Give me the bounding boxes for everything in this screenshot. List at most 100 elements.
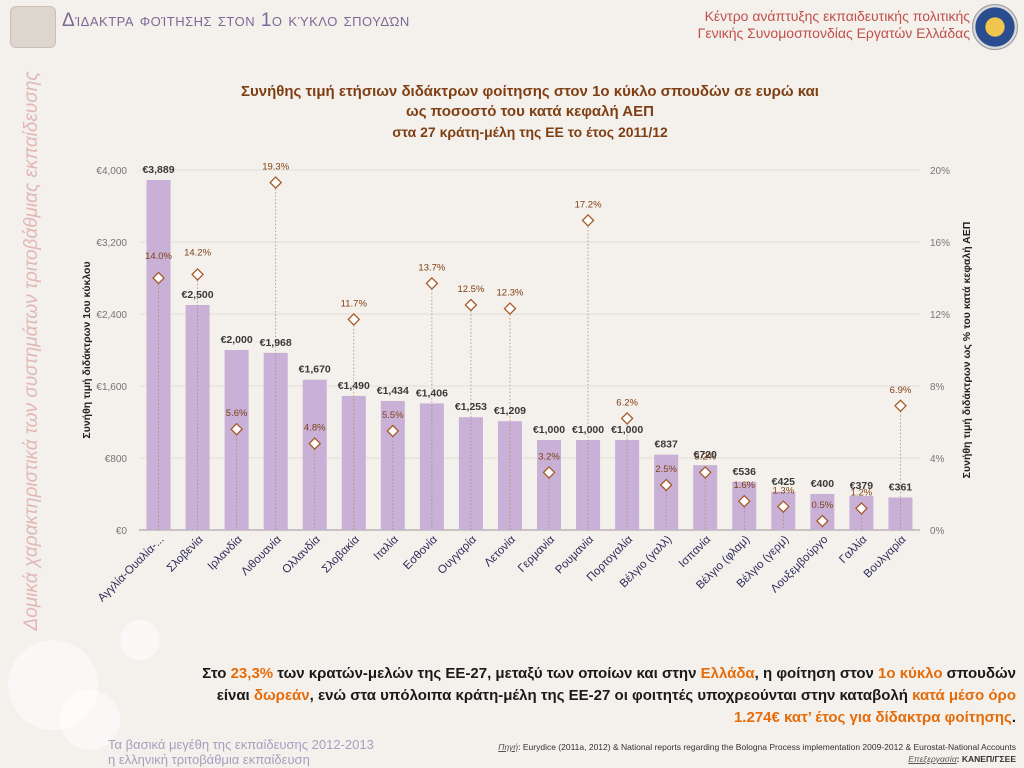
pct-data-label: 3.2% — [538, 451, 560, 462]
summary-highlight: 1ο κύκλο — [878, 665, 943, 682]
page-title: Δίδακτρα φοίτησης στον 1ο κύκλο σπουδών — [62, 10, 410, 31]
y-tick-label: €800 — [105, 454, 128, 465]
pct-point — [737, 494, 751, 508]
summary-part: των κρατών-μελών της ΕΕ-27, μεταξύ των ο… — [273, 665, 701, 682]
bar-data-label: €1,670 — [299, 364, 331, 376]
bar-data-label: €1,253 — [455, 401, 487, 413]
y2-tick-label: 12% — [930, 310, 950, 321]
category-label: Ουγγαρία — [436, 533, 479, 576]
source-text: : Eurydice (2011a, 2012) & National repo… — [518, 742, 1016, 752]
bar — [419, 403, 444, 530]
bar-data-label: €361 — [889, 482, 913, 494]
summary-part: . — [1011, 709, 1016, 726]
bar-data-label: €536 — [733, 466, 757, 478]
category-label: Αγγλία-Ουαλία-... — [96, 534, 167, 605]
organization-logo — [972, 4, 1018, 50]
bar — [497, 421, 522, 530]
pct-point — [269, 176, 283, 190]
summary-text: Στο 23,3% των κρατών-μελών της ΕΕ-27, με… — [190, 663, 1016, 729]
bar-data-label: €1,968 — [260, 337, 292, 349]
pct-point — [308, 437, 322, 451]
pct-point — [581, 213, 595, 227]
bar-data-label: €1,434 — [377, 385, 409, 397]
pct-data-label: 17.2% — [575, 199, 602, 210]
bar-data-label: €1,000 — [533, 424, 565, 436]
pct-point — [776, 500, 790, 514]
pct-point — [542, 465, 556, 479]
bar-data-label: €1,000 — [611, 424, 643, 436]
y-tick-label: €1,600 — [96, 382, 127, 393]
pct-data-label: 6.2% — [616, 397, 638, 408]
category-label: Σλοβακία — [320, 533, 362, 575]
category-label: Λιθουανία — [239, 533, 284, 578]
y-axis-label: Συνήθη τιμή διδάκτρων 1ου κύκλου — [81, 261, 93, 438]
bar-data-label: €837 — [654, 439, 678, 451]
pct-data-label: 1.6% — [733, 480, 755, 491]
chart-title-line-2: ως ποσοστό του κατά κεφαλή ΑΕΠ — [406, 103, 654, 120]
bar — [302, 379, 327, 530]
bar-data-label: €379 — [850, 480, 874, 492]
pct-data-label: 12.3% — [497, 288, 524, 299]
category-label: Ιρλανδία — [206, 533, 245, 572]
pct-data-label: 14.0% — [145, 251, 172, 262]
org-line-1: Κέντρο ανάπτυξης εκπαιδευτικής πολιτικής — [704, 8, 970, 24]
pct-data-label: 14.2% — [184, 247, 211, 258]
y2-tick-label: 0% — [930, 526, 945, 537]
bar-data-label: €3,889 — [142, 164, 174, 176]
bar-data-label: €1,406 — [416, 387, 448, 399]
bar-data-label: €1,490 — [338, 380, 370, 392]
pct-data-label: 2.5% — [655, 464, 677, 475]
summary-highlight: κατά μέσο όρο 1.274€ κατ’ έτος για δίδακ… — [733, 687, 1016, 726]
pct-point — [659, 478, 673, 492]
chart: €0 €800 €1,600 €2,400 €3,200 €4,000 0% 4% 8% 12% 1… — [81, 162, 973, 605]
category-label: Ισπανία — [677, 533, 714, 570]
y-tick-label: €3,200 — [96, 238, 127, 249]
summary-part: , ενώ στα υπόλοιπα κράτη-μέλη της ΕΕ-27 … — [309, 687, 913, 704]
y-tick-label: €4,000 — [96, 166, 127, 177]
pct-data-label: 0.5% — [812, 500, 834, 511]
pct-point — [620, 411, 634, 425]
processing-text: : ΚΑΝΕΠ/ΓΣΕΕ — [956, 754, 1016, 764]
logo-left — [10, 6, 56, 48]
y2-axis-label: Συνήθη τιμή διδάκτρων ως % του κατά κεφα… — [961, 222, 973, 479]
bar — [537, 440, 562, 530]
pct-data-label: 6.9% — [890, 385, 912, 396]
decor-circle — [60, 690, 120, 750]
summary-part: σπουδών είναι — [216, 665, 1016, 704]
summary-highlight: δωρεάν — [253, 687, 310, 704]
pct-point — [152, 271, 165, 285]
pct-point — [815, 514, 829, 528]
y2-tick-label: 20% — [930, 166, 950, 177]
org-line-2: Γενικής Συνομοσπονδίας Εργατών Ελλάδας — [697, 25, 970, 41]
footer-line-1: Τα βασικά μεγέθη της εκπαίδευσης 2012-20… — [108, 737, 374, 752]
bar-data-label: €1,000 — [572, 424, 604, 436]
pct-point — [894, 399, 907, 413]
bar-data-label: €2,000 — [221, 334, 253, 346]
bar — [576, 440, 601, 530]
chart-title-line-1: Συνήθης τιμή ετήσιων διδάκτρων φοίτησης … — [241, 83, 819, 100]
pct-data-label: 1.3% — [772, 486, 794, 497]
category-label: Γαλλία — [837, 533, 870, 566]
summary-highlight: 23,3% — [230, 665, 274, 682]
source-label: Πηγή — [498, 742, 519, 752]
category-label: Ολλανδία — [280, 533, 323, 576]
bar-data-label: €720 — [694, 449, 718, 461]
pct-point — [425, 276, 439, 290]
pct-data-label: 19.3% — [262, 162, 289, 173]
decor-circle — [120, 620, 160, 660]
pct-point — [464, 298, 478, 312]
y2-tick-label: 16% — [930, 238, 950, 249]
pct-point — [191, 267, 204, 281]
footer-publication: Τα βασικά μεγέθη της εκπαίδευσης 2012-20… — [108, 737, 374, 767]
summary-part: , η φοίτηση στον — [754, 665, 879, 682]
category-label: Λετονία — [482, 533, 518, 569]
category-label: Σλοβενία — [165, 533, 206, 574]
pct-point — [503, 302, 517, 316]
pct-data-label: 13.7% — [418, 262, 445, 273]
chart-subtitle: στα 27 κράτη-μέλη της ΕΕ το έτος 2011/12 — [392, 124, 668, 140]
pct-data-label: 5.6% — [226, 408, 248, 419]
pct-point — [347, 312, 361, 326]
bar-data-label: €400 — [811, 478, 835, 490]
category-label: Εσθονία — [401, 533, 440, 572]
y-tick-label: €0 — [116, 526, 128, 537]
